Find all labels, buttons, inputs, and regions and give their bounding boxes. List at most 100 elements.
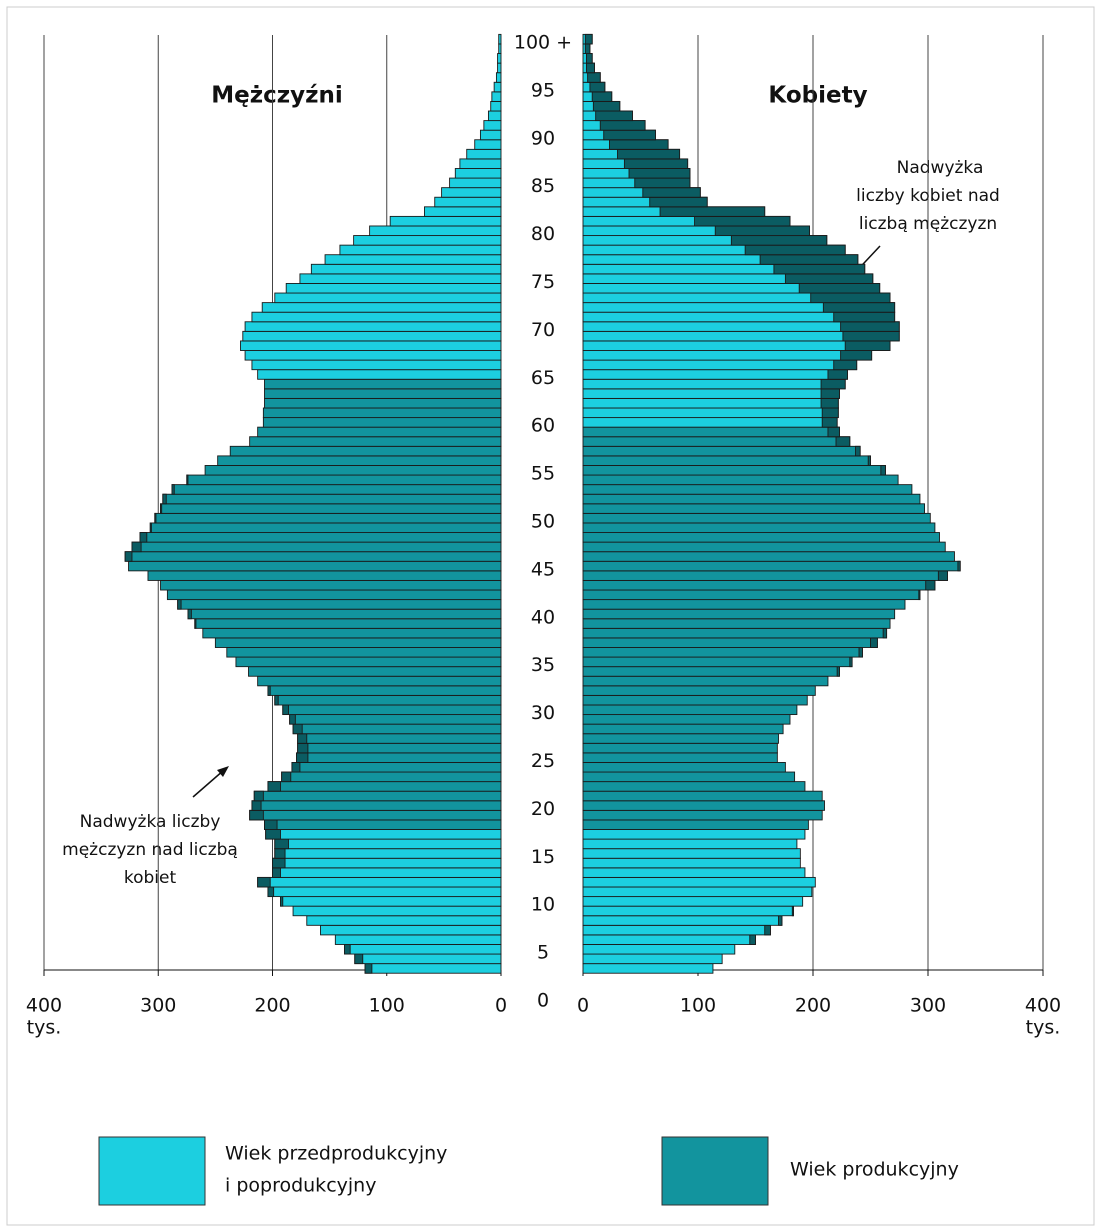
y-tick-label: 55 [531,463,555,485]
excess-bar [820,388,840,399]
y-tick-label: 25 [531,750,555,772]
bar [449,177,502,189]
excess-bar [296,752,309,763]
excess-bar [272,857,286,869]
bar [292,905,502,917]
bar [582,857,801,869]
y-tick-label: 65 [531,367,555,389]
bar [257,426,502,438]
legend-swatch [98,1136,206,1206]
bar [582,484,913,495]
bar [582,762,786,773]
excess-bar [595,110,633,122]
excess-bar [628,168,691,179]
bar [493,81,502,93]
y-tick-label: 75 [531,271,555,293]
bar [582,647,863,658]
excess-bar [297,733,308,744]
bar [582,388,840,399]
excess-bar [253,790,264,802]
excess-bar [820,378,846,390]
legend-swatch [661,1136,769,1206]
excess-bar [858,647,863,658]
bar [466,148,502,160]
bar [582,541,946,553]
excess-bar [177,599,182,610]
bar [582,340,891,351]
bar [582,417,838,428]
bar [291,762,502,773]
bar [454,168,502,179]
excess-bar [171,484,175,495]
excess-bar [798,283,881,294]
bar [491,91,502,102]
excess-bar [591,91,613,102]
bar [339,244,502,256]
bar [582,397,839,409]
excess-bar [659,206,766,217]
bar [582,589,921,601]
bar [582,599,906,610]
bar [162,493,502,505]
excess-bar [586,53,593,64]
bar [582,694,808,706]
bar [281,771,502,783]
excess-bar [186,474,189,486]
bar [582,790,823,802]
bar [251,311,502,323]
x-unit: tys. [27,1017,62,1039]
excess-bar [842,330,900,342]
excess-bar [840,321,900,332]
excess-bar [124,551,133,562]
excess-bar [265,829,281,840]
excess-bar [844,340,891,351]
bar [582,350,873,361]
bar [582,886,813,898]
bar [582,809,823,821]
excess-bar [855,445,861,457]
x-tick-label: 200 [254,995,290,1017]
excess-bar [344,944,351,955]
bar [139,532,502,543]
bar [582,714,791,725]
excess-bar [649,196,708,208]
bar [582,819,809,830]
bar [582,608,896,620]
bar [147,570,502,581]
bar [240,340,502,351]
x-tick-label: 0 [495,995,507,1017]
excess-bar [267,781,281,792]
bar [364,963,502,974]
excess-bar [139,532,148,543]
bar [474,139,502,150]
legend-label: i poprodukcyjny [225,1175,376,1197]
bar [582,781,806,792]
x-tick-label: 300 [910,995,946,1017]
bar [483,120,502,131]
excess-bar [162,493,167,505]
bar [229,445,502,457]
bar [582,675,829,687]
bar [582,378,846,390]
excess-bar [274,838,289,850]
bar [354,953,502,965]
annotation: kobiet [124,868,177,888]
excess-bar [257,876,271,888]
excess-bar [833,359,858,371]
bar [214,637,502,648]
x-tick-label: 200 [795,995,831,1017]
bar [582,436,851,447]
bar [249,436,502,447]
border [6,6,1095,1226]
y-tick-label: 45 [531,558,555,580]
bar [582,560,961,572]
bar [582,522,936,533]
y-tick-label: 50 [531,511,555,533]
excess-bar [937,570,948,581]
bar [251,800,502,811]
y-tick-label: 70 [531,319,555,341]
y-tick-label: 30 [531,702,555,724]
excess-bar [251,800,262,811]
bar [297,733,502,744]
annotation: Nadwyżka [897,158,984,178]
